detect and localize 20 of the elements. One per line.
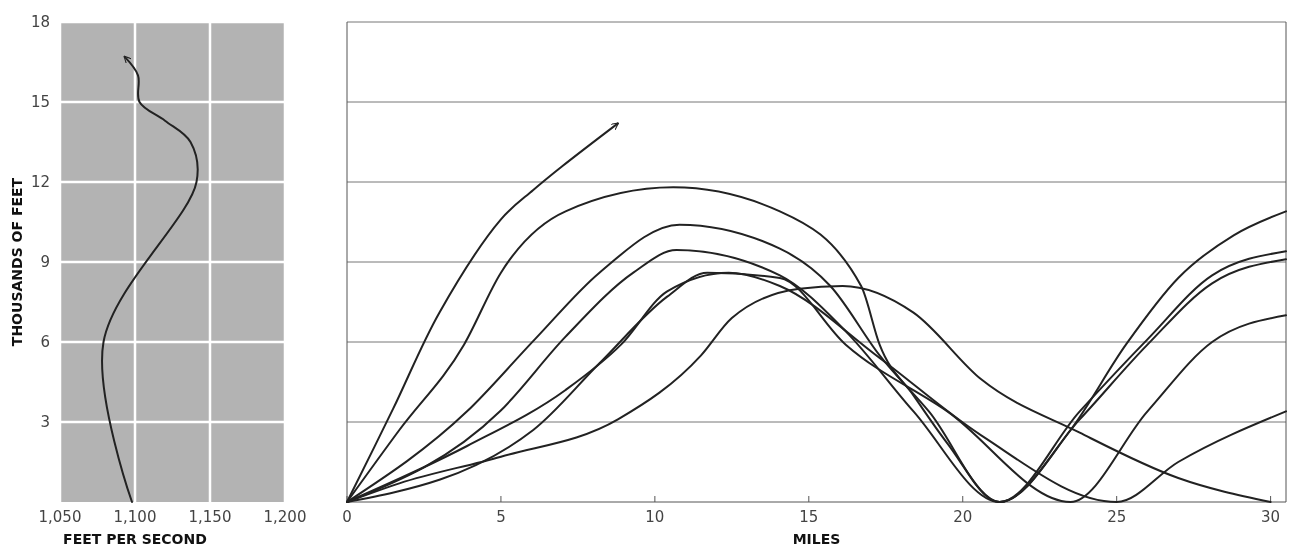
y-tick-label: 12 — [30, 173, 50, 191]
x-tick-label: 1,150 — [188, 508, 232, 526]
y-tick-label: 6 — [40, 333, 50, 351]
x-tick-label: 5 — [496, 508, 506, 526]
x-axis-title: MILES — [792, 531, 841, 547]
y-tick-label: 15 — [30, 93, 50, 111]
x-tick-label: 30 — [1261, 508, 1281, 526]
y-tick-label: 9 — [40, 253, 50, 271]
x-tick-label: 1,100 — [113, 508, 157, 526]
x-tick-label: 15 — [799, 508, 819, 526]
x-tick-label: 1,050 — [38, 508, 82, 526]
x-tick-label: 1,200 — [263, 508, 307, 526]
y-axis-title: THOUSANDS OF FEET — [9, 177, 25, 347]
y-tick-label: 3 — [40, 413, 50, 431]
y-tick-label: 18 — [30, 13, 50, 31]
x-axis-title: FEET PER SECOND — [63, 531, 207, 547]
x-tick-label: 25 — [1107, 508, 1127, 526]
x-tick-label: 0 — [342, 508, 352, 526]
x-tick-label: 20 — [953, 508, 973, 526]
x-tick-label: 10 — [645, 508, 665, 526]
